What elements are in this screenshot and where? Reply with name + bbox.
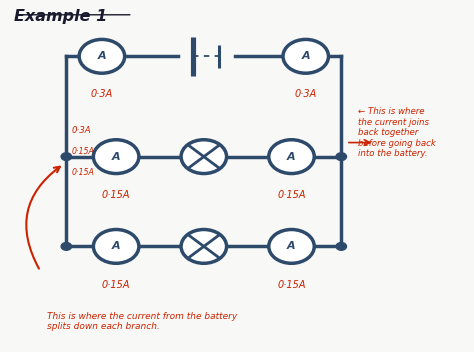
Text: 0·15A: 0·15A (102, 190, 130, 200)
Circle shape (336, 153, 346, 161)
Circle shape (93, 140, 139, 174)
Text: A: A (98, 51, 106, 61)
Text: A: A (301, 51, 310, 61)
Text: 0·15A: 0·15A (72, 147, 95, 156)
Text: 0·3A: 0·3A (295, 89, 317, 99)
Text: 0·15A: 0·15A (277, 280, 306, 290)
Circle shape (181, 230, 227, 263)
Circle shape (336, 243, 346, 250)
Circle shape (283, 39, 328, 73)
Text: Example 1: Example 1 (14, 9, 108, 24)
Text: 0·15A: 0·15A (277, 190, 306, 200)
Text: A: A (287, 152, 296, 162)
Circle shape (181, 140, 227, 174)
Text: A: A (112, 241, 120, 251)
Circle shape (61, 153, 72, 161)
Text: 0·15A: 0·15A (102, 280, 130, 290)
Text: 0·3A: 0·3A (72, 126, 91, 135)
Text: 0·15A: 0·15A (72, 168, 95, 177)
Circle shape (79, 39, 125, 73)
Circle shape (269, 140, 314, 174)
Circle shape (61, 243, 72, 250)
Text: This is where the current from the battery
splits down each branch.: This is where the current from the batte… (47, 312, 237, 331)
Circle shape (269, 230, 314, 263)
Text: A: A (112, 152, 120, 162)
Circle shape (93, 230, 139, 263)
Text: 0·3A: 0·3A (91, 89, 113, 99)
Text: ← This is where
the current joins
back together
before going back
into the batte: ← This is where the current joins back t… (358, 107, 436, 158)
Text: A: A (287, 241, 296, 251)
